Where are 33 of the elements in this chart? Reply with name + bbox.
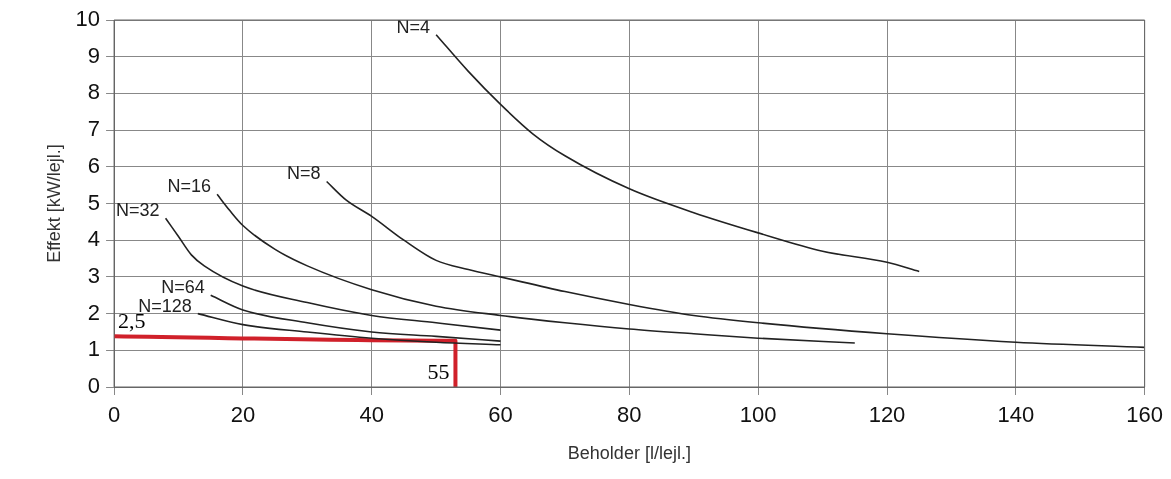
y-axis-title: Effekt [kW/lejl.] (43, 144, 64, 263)
y-tick-label: 3 (87, 262, 101, 288)
y-tick-label: 4 (87, 226, 101, 252)
annotation: 55 (427, 358, 450, 384)
line-series (325, 180, 1145, 349)
y-tick-label: 2 (87, 299, 101, 325)
y-tick-label: 6 (87, 152, 101, 178)
x-tick-label: 60 (488, 402, 513, 428)
x-tick-label: 80 (617, 402, 642, 428)
series-label: N=32 (116, 200, 160, 221)
y-tick-label: 10 (75, 6, 101, 32)
line-series (197, 312, 502, 346)
x-tick-label: 40 (359, 402, 384, 428)
x-axis-title: Beholder [l/lejl.] (567, 443, 691, 464)
x-tick-label: 160 (1126, 402, 1164, 428)
line-series (216, 193, 856, 344)
y-tick-label: 8 (87, 79, 101, 105)
x-tick-label: 100 (739, 402, 777, 428)
line-series (435, 33, 921, 273)
series-label: N=64 (161, 277, 205, 298)
y-tick-label: 9 (87, 42, 101, 68)
y-tick-label: 0 (87, 373, 101, 399)
series-label: N=4 (396, 16, 431, 37)
series-label: N=16 (167, 176, 212, 197)
x-tick-label: 120 (868, 402, 906, 428)
series-label: N=8 (287, 163, 321, 184)
x-tick-label: 0 (107, 402, 121, 428)
line-series (209, 294, 502, 342)
y-tick-label: 5 (87, 189, 101, 215)
y-tick-label: 7 (87, 116, 101, 142)
x-tick-label: 20 (230, 402, 256, 428)
x-tick-label: 140 (997, 402, 1035, 428)
y-tick-label: 1 (87, 336, 101, 362)
